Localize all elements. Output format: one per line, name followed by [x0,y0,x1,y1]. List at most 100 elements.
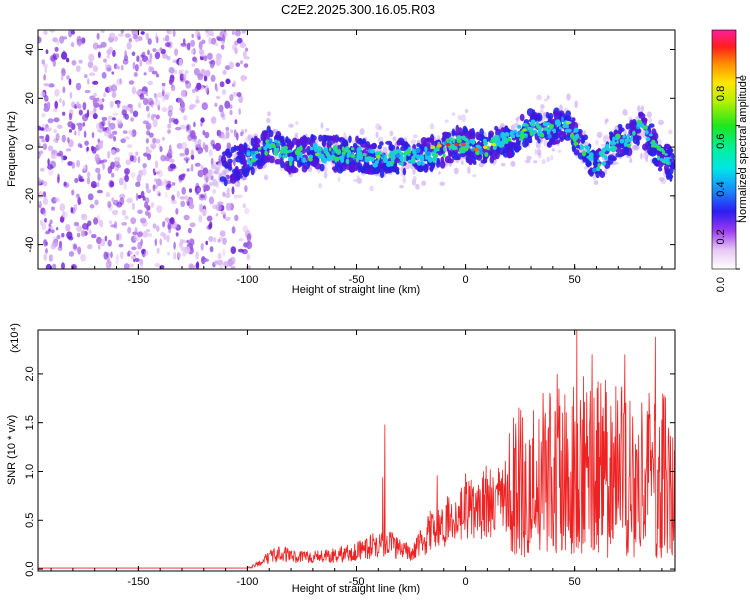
signal-halo [543,98,548,102]
noise-speckle [114,156,121,162]
noise-speckle [83,164,87,172]
noise-speckle [51,254,54,261]
noise-speckle [60,74,64,81]
noise-speckle [76,225,83,232]
noise-speckle [74,130,77,136]
noise-speckle [127,104,133,108]
noise-speckle [247,265,251,269]
noise-speckle [41,59,46,65]
signal-band [513,145,521,152]
signal-band [488,132,492,139]
x-tick-label: -100 [236,576,258,588]
noise-speckle [165,217,170,223]
signal-ridge [529,123,535,126]
signal-band [503,145,509,150]
signal-band [377,144,382,150]
signal-ridge [460,150,463,153]
noise-speckle [190,154,195,160]
signal-halo [583,166,588,170]
signal-band [642,143,649,151]
snr-ticks: -150 -100 -50 0 50 0.0 0.5 1.0 1.5 2.0 [24,330,675,588]
signal-halo [461,160,464,165]
noise-speckle [42,63,48,69]
noise-speckle [224,216,231,221]
noise-speckle [228,61,234,70]
noise-speckle [214,142,222,152]
noise-speckle [208,196,215,205]
signal-band [631,119,637,125]
noise-speckle [87,244,93,250]
signal-band [475,131,480,141]
signal-ridge [249,160,252,167]
signal-halo [222,133,226,141]
signal-band [552,140,557,145]
noise-speckle [59,216,65,223]
signal-ridge [246,151,251,157]
noise-speckle [61,155,64,164]
signal-ridge [612,136,616,143]
signal-ridge [651,144,655,148]
noise-speckle [135,192,139,201]
noise-speckle [38,36,42,44]
noise-speckle [117,102,120,109]
noise-speckle [137,231,143,238]
noise-speckle [77,129,81,137]
signal-ridge [250,158,257,163]
noise-speckle [90,145,95,152]
signal-ridge [564,129,569,133]
noise-speckle [69,91,73,99]
noise-speckle [145,32,150,40]
noise-speckle [236,194,243,198]
noise-speckle [161,84,165,92]
noise-speckle [190,149,194,157]
signal-ridge [573,141,579,146]
noise-speckle [180,101,186,109]
noise-speckle [101,159,108,163]
noise-speckle [91,132,95,139]
signal-ridge [492,139,497,144]
x-tick-label: -150 [127,576,149,588]
noise-speckle [106,126,112,135]
signal-ridge [529,130,534,137]
signal-band [479,128,484,138]
signal-halo [429,123,435,130]
signal-peak [474,147,479,152]
signal-ridge [432,156,436,163]
colorbar: 0.0 0.2 0.4 0.6 0.8 Normalized spectral ampl… [711,29,749,292]
noise-speckle [145,92,149,97]
signal-band [509,142,513,152]
noise-speckle [68,112,73,121]
signal-ridge [334,145,338,150]
noise-speckle [118,177,124,186]
noise-speckle [232,91,238,97]
noise-speckle [51,206,55,211]
y-tick-label: 0 [24,144,36,150]
noise-speckle [145,149,152,154]
noise-speckle [116,119,122,125]
x-tick-label: -100 [236,274,258,286]
noise-speckle [73,243,78,250]
noise-speckle [89,204,95,209]
noise-speckle [61,262,65,269]
signal-halo [623,129,627,136]
noise-speckle [107,115,114,121]
noise-speckle [123,263,130,269]
noise-speckle [43,103,48,108]
signal-band [301,165,308,173]
signal-ridge [416,161,422,166]
noise-speckle [167,222,172,230]
signal-band [519,113,525,122]
noise-speckle [128,80,135,85]
signal-ridge [355,156,359,163]
signal-band [448,150,453,157]
signal-halo [596,131,603,139]
signal-halo [294,132,299,140]
signal-ridge [278,153,282,159]
noise-speckle [152,184,156,192]
noise-speckle [71,30,75,35]
noise-speckle [145,183,149,190]
signal-halo [602,135,607,143]
noise-speckle [45,248,48,254]
noise-speckle [190,163,194,172]
noise-speckle [152,168,156,174]
